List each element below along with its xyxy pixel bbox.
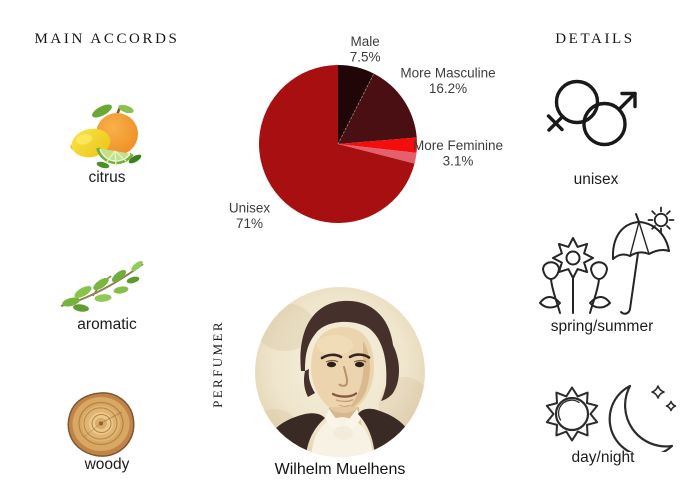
pie-slice-more-masculine (338, 73, 417, 144)
gender-unisex-icon (540, 72, 645, 157)
chart-label-more-feminine: More Feminine 3.1% (413, 138, 503, 169)
chart-label-unisex: Unisex 71% (229, 201, 271, 232)
pie-slice-unisex (259, 65, 415, 223)
herb-sprig-icon (57, 258, 147, 320)
flowers-umbrella-sun-icon (535, 206, 675, 318)
chart-label-more-masculine: More Masculine 16.2% (400, 66, 495, 97)
chart-label-male: Male 7.5% (350, 34, 381, 65)
gender-pie-chart: Male 7.5% More Masculine 16.2% More Feminine… (229, 34, 503, 232)
pie-slice-male (338, 65, 374, 144)
wood-slice-icon (64, 390, 138, 460)
detail-label-time: day/night (571, 449, 635, 466)
detail-label-season: spring/summer (550, 318, 654, 335)
accord-label-aromatic: aromatic (77, 316, 137, 333)
citrus-fruits-icon (68, 102, 146, 170)
details-heading: DETAILS (555, 31, 635, 47)
pie-slice-unlabeled (338, 144, 417, 164)
perfumer-portrait (255, 287, 425, 457)
perfumer-heading: PERFUMER (210, 320, 225, 408)
accord-label-citrus: citrus (88, 169, 126, 186)
detail-label-gender: unisex (573, 171, 619, 188)
accord-label-woody: woody (84, 456, 130, 473)
pie-slice-more-feminine (338, 137, 418, 153)
slice-divider-line (337, 73, 375, 145)
main-accords-heading: MAIN ACCORDS (34, 31, 180, 47)
sun-moon-icon (540, 378, 678, 452)
perfumer-name: Wilhelm Muelhens (274, 461, 406, 478)
